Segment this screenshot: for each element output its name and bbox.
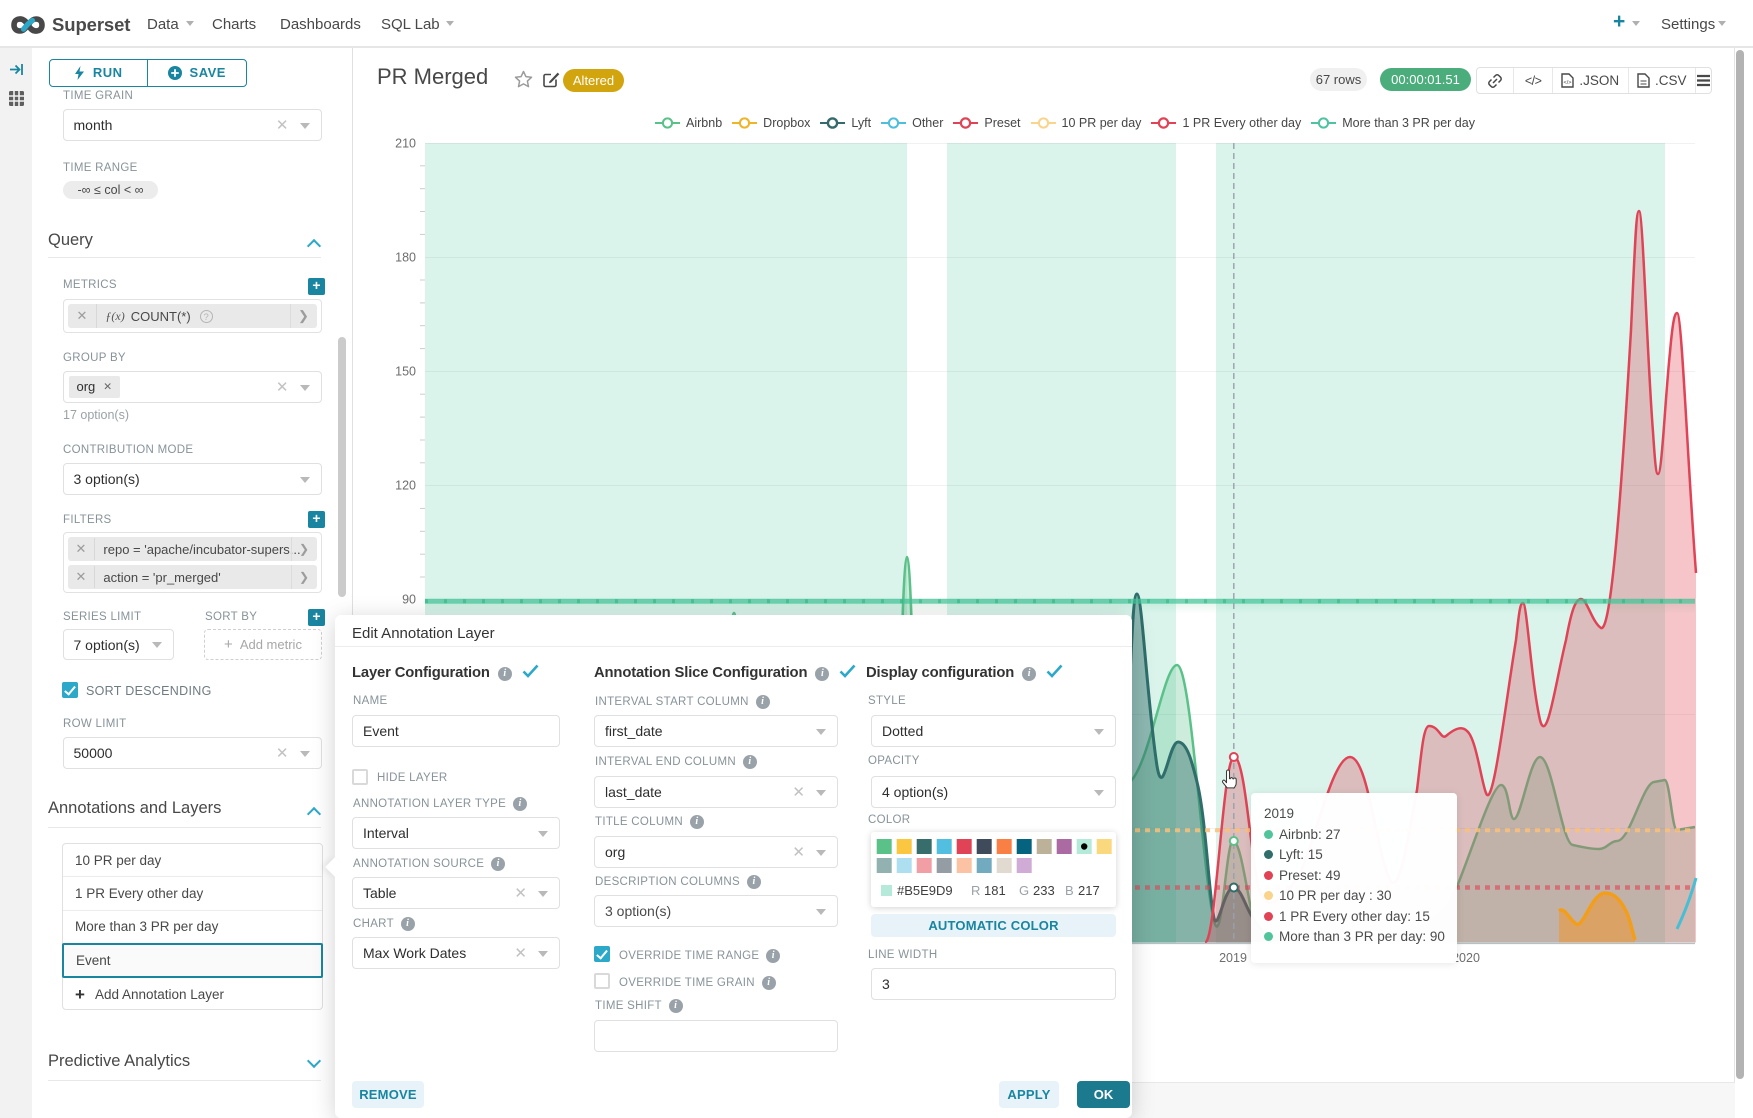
- svg-text:180: 180: [395, 251, 416, 265]
- svg-text:G: G: [1019, 883, 1029, 898]
- svg-text:233: 233: [1033, 883, 1055, 898]
- svg-text:</>: </>: [1564, 80, 1572, 86]
- svg-text:217: 217: [1078, 883, 1100, 898]
- svg-text:2019: 2019: [1219, 951, 1247, 965]
- svg-text:210: 210: [395, 137, 416, 151]
- svg-text:181: 181: [984, 883, 1006, 898]
- svg-text:2020: 2020: [1452, 951, 1480, 965]
- svg-text:90: 90: [402, 593, 416, 607]
- svg-text:150: 150: [395, 365, 416, 379]
- svg-text:#B5E9D9: #B5E9D9: [897, 883, 953, 898]
- svg-text:120: 120: [395, 479, 416, 493]
- svg-text:R: R: [971, 883, 980, 898]
- svg-text:B: B: [1065, 883, 1074, 898]
